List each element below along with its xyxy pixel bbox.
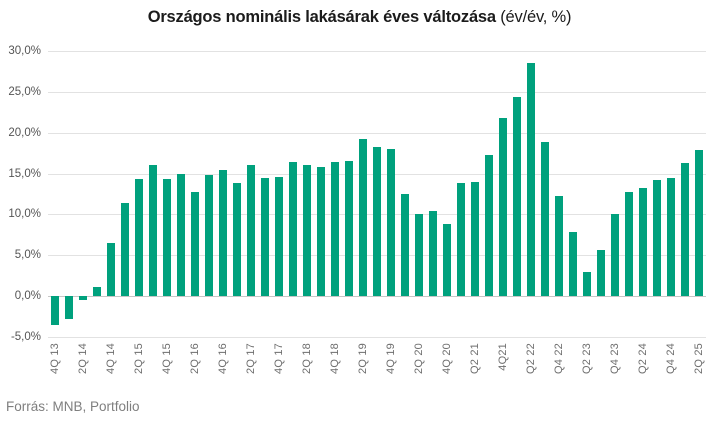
- bar: [667, 177, 675, 297]
- y-tick-label: 30,0%: [8, 45, 41, 57]
- y-tick-label: -5,0%: [10, 331, 41, 343]
- bar: [583, 272, 591, 297]
- bar: [401, 194, 409, 297]
- bar: [443, 224, 451, 297]
- x-tick-label: 4Q 13: [48, 343, 61, 374]
- x-tick-label: Q4 24: [664, 343, 677, 374]
- bar: [359, 139, 367, 297]
- bar: [79, 296, 87, 301]
- source-note: Forrás: MNB, Portfolio: [6, 399, 140, 414]
- bar: [345, 161, 353, 297]
- y-gridline: [48, 337, 706, 338]
- bar: [429, 211, 437, 297]
- bar: [513, 96, 521, 297]
- bar: [121, 203, 129, 297]
- bar: [457, 183, 465, 297]
- x-tick-label: 2Q 16: [188, 343, 201, 374]
- x-tick-label: 4Q 17: [272, 343, 285, 374]
- x-tick-label: 2Q 17: [244, 343, 257, 374]
- x-tick-label: Q2 24: [636, 343, 649, 374]
- bar: [471, 181, 479, 297]
- y-tick-label: 5,0%: [14, 249, 41, 262]
- bar: [639, 187, 647, 297]
- bar: [373, 146, 381, 297]
- x-tick-label: Q4 23: [608, 343, 621, 374]
- bar: [177, 174, 185, 297]
- chart-title-unit: (év/év, %): [495, 8, 572, 26]
- bar: [387, 149, 395, 297]
- bar: [499, 118, 507, 297]
- y-tick-label: 10,0%: [8, 208, 41, 221]
- bar: [541, 141, 549, 297]
- y-gridline: [48, 132, 706, 134]
- y-gridline: [48, 51, 706, 52]
- bar: [51, 296, 59, 325]
- bar: [163, 179, 171, 297]
- bar: [93, 287, 101, 297]
- x-tick-label: Q4 22: [552, 343, 565, 374]
- zero-gridline: [48, 296, 706, 298]
- x-tick-label: 4Q 14: [104, 343, 117, 374]
- x-tick-label: Q2 21: [468, 343, 481, 374]
- bar: [65, 296, 73, 319]
- bar: [695, 149, 703, 297]
- bar: [261, 177, 269, 297]
- bar: [135, 178, 143, 297]
- x-tick-label: 2Q 19: [356, 343, 369, 374]
- chart-title-main: Országos nominális lakásárak éves változ…: [147, 8, 496, 26]
- bar: [219, 170, 227, 297]
- bar: [205, 175, 213, 297]
- bar: [415, 213, 423, 297]
- bar: [275, 176, 283, 297]
- bar: [625, 192, 633, 297]
- bar: [233, 182, 241, 297]
- bar: [597, 250, 605, 297]
- x-tick-label: 2Q 18: [300, 343, 313, 374]
- chart-title: Országos nominális lakásárak éves változ…: [0, 8, 719, 27]
- x-tick-label: 2Q 20: [412, 343, 425, 374]
- bar: [191, 192, 199, 297]
- x-tick-label: 4Q 18: [328, 343, 341, 374]
- x-tick-label: 4Q 19: [384, 343, 397, 374]
- bar: [149, 164, 157, 297]
- x-tick-label: 4Q 15: [160, 343, 173, 374]
- bar: [485, 154, 493, 297]
- y-tick-label: 0,0%: [14, 290, 41, 303]
- x-tick-label: 4Q 20: [440, 343, 453, 374]
- x-tick-label: 2Q 25: [692, 343, 705, 374]
- bar: [289, 162, 297, 297]
- x-tick-label: 4Q21: [496, 343, 509, 371]
- bar: [107, 243, 115, 297]
- x-tick-label: 2Q 14: [76, 343, 89, 374]
- y-tick-label: 15,0%: [8, 167, 41, 180]
- x-tick-label: 4Q 16: [216, 343, 229, 374]
- x-tick-label: Q2 22: [524, 343, 537, 374]
- bar: [681, 162, 689, 297]
- bar: [317, 167, 325, 297]
- bar: [331, 162, 339, 297]
- bar: [303, 164, 311, 297]
- bar: [611, 213, 619, 297]
- y-gridline: [48, 91, 706, 93]
- bar: [555, 195, 563, 297]
- y-tick-label: 20,0%: [8, 126, 41, 139]
- bar: [569, 232, 577, 297]
- y-tick-label: 25,0%: [8, 85, 41, 98]
- bar: [247, 165, 255, 297]
- x-tick-label: 2Q 15: [132, 343, 145, 374]
- x-tick-label: Q2 23: [580, 343, 593, 374]
- bar: [653, 180, 661, 297]
- bar: [527, 63, 535, 297]
